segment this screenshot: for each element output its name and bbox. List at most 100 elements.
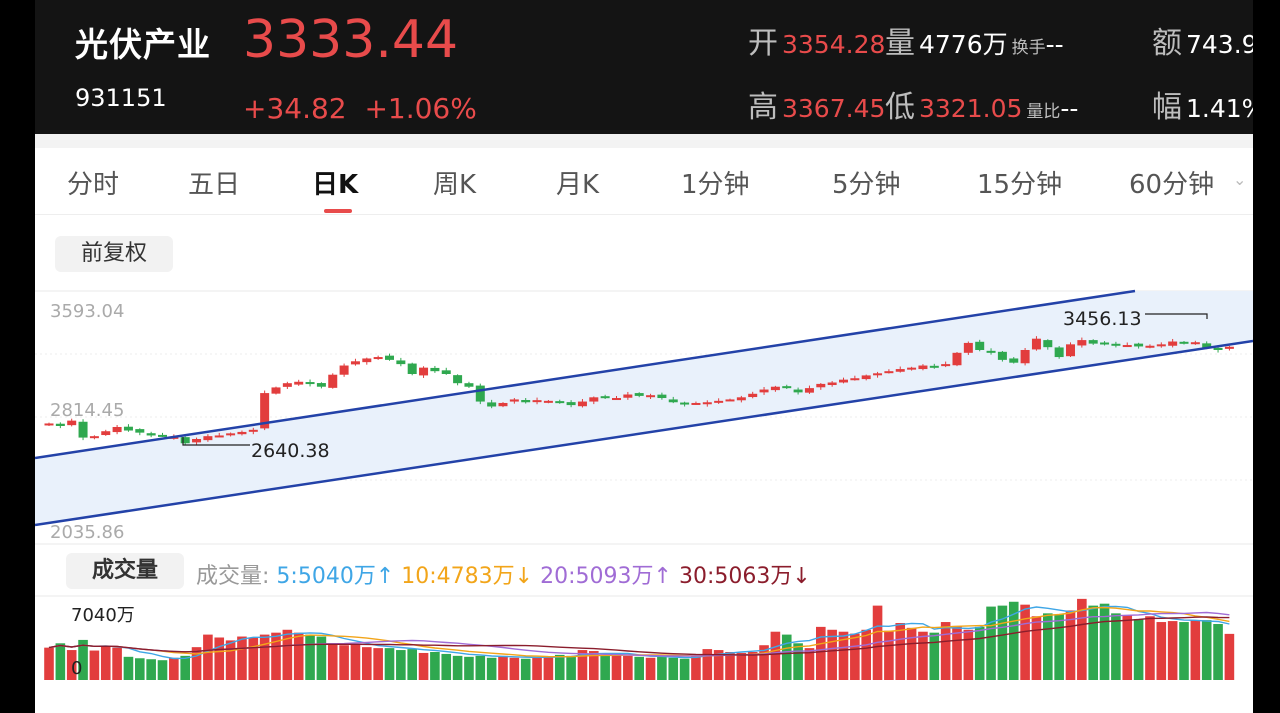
candle-body [396, 360, 406, 365]
tab-five-day[interactable]: 五日 [188, 170, 241, 200]
candle-body [577, 401, 587, 407]
candle-body [158, 434, 167, 437]
volume-bar [850, 633, 860, 680]
candle-body [1009, 358, 1019, 363]
low-stat: 低 3321.05 量比-- [885, 82, 1078, 126]
candle-body [1145, 345, 1155, 348]
volume-bar [827, 629, 837, 680]
candle-body [850, 378, 860, 381]
tab-5-minute[interactable]: 5分钟 [832, 170, 901, 200]
candle-body [339, 365, 349, 375]
volume-bar [498, 655, 508, 680]
volume-bar [566, 655, 576, 680]
candle-body [907, 367, 917, 370]
tab-daily-k[interactable]: 日K [312, 170, 359, 200]
candle-body [1088, 340, 1098, 344]
volume-bar [520, 658, 531, 680]
app-frame: 光伏产业 931151 3333.44 +34.82 +1.06% 开 3354.… [35, 0, 1253, 713]
candle-body [521, 400, 531, 403]
volume-bar [736, 652, 747, 680]
candle-body [1066, 344, 1075, 357]
volume-bar [350, 644, 361, 680]
volume-bar [441, 653, 452, 680]
candle-body [884, 371, 894, 374]
tab-15-minute[interactable]: 15分钟 [977, 170, 1063, 200]
trend-channel-lower-line [35, 339, 1253, 527]
adjust-button[interactable]: 前复权 [55, 236, 173, 272]
candle-body [1213, 347, 1223, 350]
candle-body [407, 363, 417, 375]
candle-body [475, 385, 485, 402]
tab-weekly-k[interactable]: 周K [433, 170, 477, 200]
change-percent: +1.06% [364, 92, 477, 125]
candle-body [1077, 340, 1087, 346]
volume-bar [702, 649, 713, 680]
trend-channel-upper-line [35, 289, 1136, 460]
volume-bar [1111, 613, 1121, 680]
amount-value: 743.9 [1186, 30, 1253, 59]
candle-body [226, 433, 236, 436]
candle-body [997, 351, 1007, 360]
candle-body [600, 396, 610, 399]
kline-chart[interactable]: 3593.04 2814.45 2035.86 7040万 0 3456.13 2640.3… [35, 0, 1253, 713]
active-tab-indicator [324, 209, 352, 213]
volume-bar [532, 656, 542, 680]
volume-bar [89, 650, 100, 680]
candle-body [759, 389, 769, 393]
volume-bar [679, 658, 690, 680]
ma-prefix: 成交量: [196, 564, 270, 589]
candle-body [55, 423, 65, 426]
volume-bar [997, 605, 1008, 680]
candle-body [680, 402, 690, 405]
candle-body [248, 429, 258, 432]
volume-bar [191, 647, 202, 680]
tab-1-minute[interactable]: 1分钟 [681, 170, 750, 200]
volume-bar [248, 637, 259, 680]
volume-bar [770, 631, 781, 680]
volume-bar [55, 643, 66, 680]
volume-bar [1099, 603, 1110, 680]
volume-bar [1065, 610, 1076, 680]
volume-bar [918, 631, 928, 680]
tab-monthly-k[interactable]: 月K [556, 170, 600, 200]
candle-body [67, 420, 77, 426]
candle-body [895, 369, 905, 372]
candle-body [804, 388, 814, 393]
volume-bar [543, 656, 554, 680]
volume-bar [816, 626, 826, 680]
volume-bar [452, 655, 463, 680]
tab-60-minute[interactable]: 60分钟 [1129, 170, 1215, 200]
volume-bar [373, 648, 383, 680]
candle-body [1190, 342, 1200, 345]
volume-stat: 量 4776万 换手-- [885, 18, 1064, 62]
volume-bar [135, 658, 145, 680]
candle-body [123, 426, 133, 431]
candle-body [929, 365, 939, 368]
candle-body [714, 400, 724, 403]
volume-bar [940, 622, 951, 680]
volume-bar [1054, 614, 1064, 680]
volume-bar [1145, 616, 1155, 680]
turnover-label: 换手 [1011, 38, 1046, 58]
candle-body [498, 402, 508, 407]
candle-body [782, 386, 792, 389]
candle-body [305, 382, 315, 385]
candle-body [952, 352, 962, 366]
volume-bar [293, 632, 304, 680]
chevron-down-icon[interactable]: ⌄ [1233, 170, 1247, 189]
volume-bar [793, 643, 803, 680]
volume-bar [589, 651, 599, 680]
volume-ma-legend: 成交量: 5:5040万↑ 10:4783万↓ 20:5093万↑ 30:506… [196, 558, 811, 590]
y-axis-label-max: 3593.04 [50, 301, 124, 322]
volume-bar [1088, 605, 1098, 680]
candle-body [316, 383, 326, 387]
tab-intraday[interactable]: 分时 [67, 170, 120, 200]
candle-body [271, 387, 281, 394]
candle-body [861, 375, 871, 380]
trend-channel-fill [35, 291, 1253, 525]
candle-body [203, 436, 213, 441]
candle-body [78, 421, 88, 438]
volume-indicator-button[interactable]: 成交量 [66, 553, 184, 589]
candle-body [180, 437, 190, 444]
volume-bar [169, 657, 179, 680]
